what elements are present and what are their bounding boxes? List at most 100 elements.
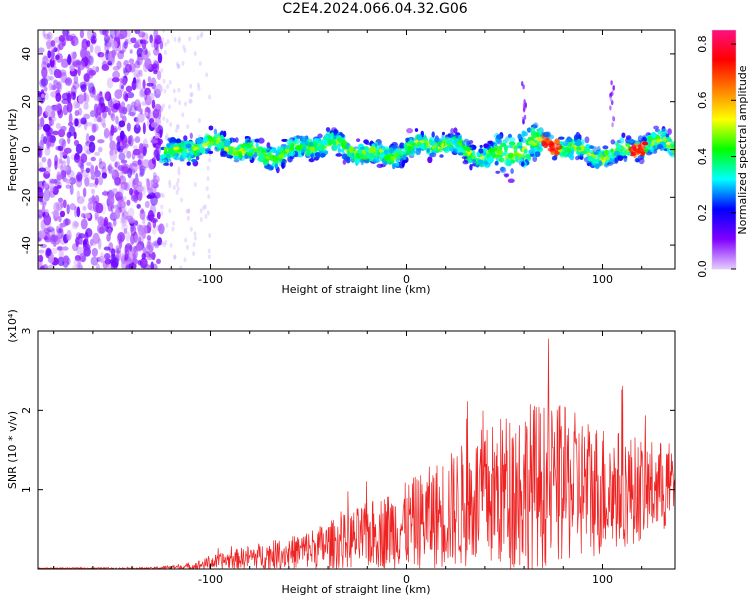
spectrogram-spike-blob — [522, 119, 525, 125]
spectrogram-band-blob — [257, 150, 262, 157]
spectrogram-noise-blob — [114, 89, 123, 100]
spectrogram-band-blob — [288, 138, 294, 145]
spectrogram-noise-blob — [207, 194, 211, 200]
spectrogram-noise-blob — [204, 214, 208, 220]
spectrogram-band-blob — [626, 152, 632, 156]
spectrogram-band-blob — [350, 155, 358, 160]
spectrogram-noise-blob — [43, 214, 52, 226]
spectrogram-noise-blob — [76, 171, 83, 183]
spectrogram-noise-blob — [50, 43, 57, 52]
spectrogram-band-blob — [426, 141, 431, 149]
spectrogram-noise-blob — [171, 226, 175, 232]
spectrogram-noise-blob — [61, 139, 67, 148]
spectrogram-noise-blob — [109, 140, 116, 151]
spectrogram-noise-blob — [133, 123, 141, 134]
spectrogram-noise-blob — [196, 35, 200, 41]
spectrogram-noise-blob — [86, 40, 91, 48]
spectrogram-noise-blob — [179, 265, 183, 269]
spectrogram-noise-blob — [121, 252, 125, 261]
spectrogram-noise-blob — [111, 49, 116, 59]
spectrogram-noise-blob — [156, 70, 162, 81]
spectrogram-noise-blob — [66, 55, 72, 66]
spectrogram-band-blob — [416, 134, 423, 141]
spectrogram-band-blob — [226, 154, 231, 158]
spectrogram-noise-blob — [46, 249, 52, 257]
spectrogram-band-blob — [431, 131, 435, 138]
spectrogram-noise-blob — [47, 264, 55, 269]
spectrogram-spike-blob — [609, 105, 612, 111]
spectrogram-noise-blob — [207, 248, 211, 254]
spectrogram-noise-blob — [103, 216, 109, 228]
spectrogram-band-blob — [507, 178, 515, 184]
snr-y-ticks: 1 2 3 — [20, 328, 675, 493]
spectrogram-band-blob — [517, 133, 522, 140]
spectrogram-band-blob — [415, 148, 421, 156]
spectrogram-noise-blob — [156, 138, 163, 145]
spectrogram-noise-blob — [139, 165, 145, 176]
spectrogram-noise-blob — [43, 86, 48, 92]
spectrogram-noise-blob — [206, 165, 210, 171]
spectrogram-noise-blob — [57, 256, 65, 267]
spectrogram-noise-blob — [173, 97, 177, 103]
spectrogram-noise-blob — [148, 92, 155, 100]
spectrogram-noise-blob — [126, 103, 133, 113]
spectrogram-noise-blob — [88, 55, 94, 66]
spectrogram-band-blob — [609, 158, 614, 163]
spectrogram-noise-blob — [122, 141, 127, 149]
spectrogram-band-blob — [634, 141, 641, 145]
spectrogram-noise-blob — [144, 143, 149, 149]
spectrogram-noise-blob — [182, 44, 186, 50]
spectrogram-noise-blob — [133, 258, 139, 265]
spectrogram-noise-blob — [61, 246, 69, 251]
spectrogram-band-blob — [189, 132, 193, 139]
spectrogram-band-blob — [520, 161, 525, 167]
spectrogram-noise-blob — [205, 72, 209, 78]
spectrogram-noise-blob — [176, 186, 180, 192]
spectrogram-noise-blob — [156, 224, 162, 232]
spectrogram-noise-blob — [64, 218, 69, 226]
spectrogram-noise-blob — [133, 69, 141, 79]
spectrogram-noise-blob — [43, 189, 51, 202]
spectrogram-band-blob — [167, 137, 172, 142]
spectrogram-band-blob — [267, 152, 271, 157]
spectrogram-noise-blob — [154, 191, 162, 199]
spectrogram-noise-blob — [203, 204, 207, 210]
spectrogram-band-blob — [383, 149, 389, 155]
spectrogram-band-blob — [407, 139, 415, 145]
spectrogram-noise-blob — [177, 166, 181, 172]
spectrogram-x-ticks: -100 0 100 — [53, 30, 643, 286]
spectrogram-noise-blob — [60, 143, 65, 152]
spectrogram-band-blob — [258, 146, 263, 151]
spectrogram-noise-blob — [109, 30, 117, 39]
spectrogram-noise-blob — [156, 105, 164, 113]
spectrogram-band-blob — [172, 146, 180, 151]
spectrogram-noise-blob — [39, 139, 44, 150]
spectrogram-spike-blob — [523, 114, 527, 120]
spectrogram-noise-blob — [176, 178, 180, 184]
spectrogram-noise-blob — [114, 208, 121, 220]
spectrogram-noise-blob — [177, 38, 181, 44]
spectrogram-noise-blob — [117, 50, 125, 60]
spectrogram-noise-blob — [54, 103, 63, 111]
spectrogram-band-blob — [340, 148, 345, 153]
spectrogram-band-blob — [208, 125, 214, 131]
spectrogram-noise-blob — [59, 158, 63, 164]
spectrogram-noise-blob — [78, 93, 85, 105]
spectrogram-noise-blob — [69, 183, 74, 196]
spectrogram-noise-blob — [126, 199, 131, 206]
spectrogram-band-blob — [257, 137, 265, 144]
spectrogram-spike-blob — [610, 80, 613, 86]
spectrogram-noise-blob — [95, 106, 103, 116]
spectrogram-noise-blob — [132, 77, 137, 84]
spectrogram-band-blob — [162, 159, 168, 163]
spectrogram-band-blob — [507, 152, 514, 158]
spectrogram-band-blob — [569, 146, 575, 150]
spectrogram-noise-blob — [56, 228, 63, 234]
spectrogram-noise-blob — [42, 54, 48, 64]
spectrogram-noise-blob — [155, 36, 161, 45]
spectrogram-noise-blob — [162, 103, 166, 109]
spectrogram-band-blob — [628, 146, 634, 152]
spectrogram-noise-blob — [127, 37, 133, 45]
spectrogram-noise-blob — [46, 139, 50, 150]
spectrogram-noise-blob — [56, 174, 63, 180]
